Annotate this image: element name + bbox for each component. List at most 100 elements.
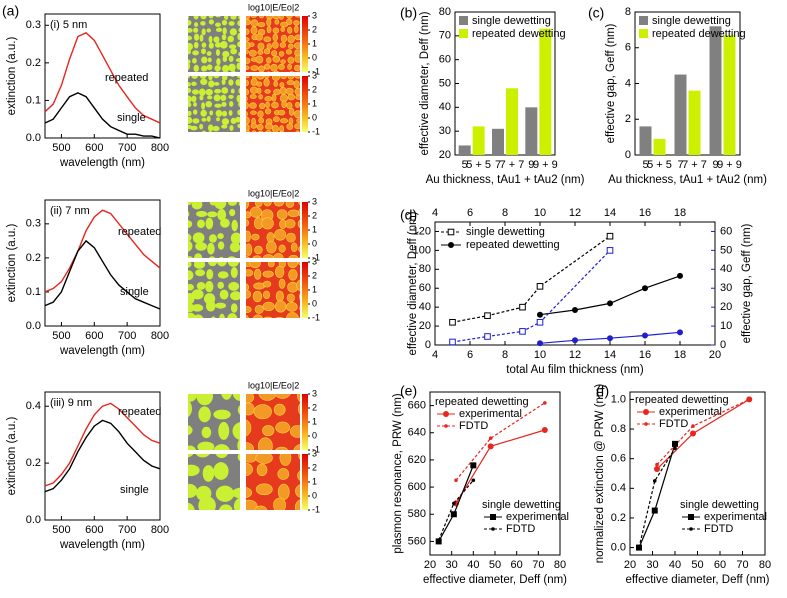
particle: [279, 87, 287, 95]
x-tick-label: 18: [674, 349, 686, 361]
particle: [272, 55, 281, 63]
particle: [246, 499, 258, 510]
x-tick-label: 800: [151, 330, 169, 342]
particle: [273, 403, 286, 416]
particle: [238, 87, 240, 94]
particle: [228, 63, 236, 72]
texture: [188, 262, 240, 318]
bar: [492, 128, 504, 155]
particle: [193, 27, 199, 33]
marker: [484, 333, 491, 340]
legend-label: experimental: [659, 406, 722, 418]
particle: [228, 101, 234, 107]
x-tick-label: 5 + 5: [466, 159, 491, 171]
y-tick-label: 600: [408, 481, 426, 493]
particle: [193, 16, 199, 20]
particle: [193, 262, 206, 269]
particle: [264, 63, 271, 70]
particle: [193, 102, 197, 107]
texture: [246, 202, 300, 258]
marker: [655, 462, 659, 467]
marker: [536, 318, 544, 326]
particle: [194, 22, 199, 28]
particle: [235, 79, 240, 86]
particle: [231, 69, 236, 72]
particle: [188, 312, 196, 318]
particle: [217, 271, 229, 279]
y2-tick-label: 30: [720, 282, 732, 294]
colorbar-tick-label: 2: [312, 210, 317, 220]
particle: [273, 70, 279, 72]
particle: [276, 521, 291, 535]
particle: [267, 262, 275, 268]
legend-label: FDTD: [459, 420, 488, 432]
particle: [288, 107, 295, 116]
particle: [191, 89, 200, 95]
x-tick-label: 50: [691, 559, 703, 571]
particle: [219, 313, 225, 318]
particle: [287, 262, 299, 268]
particle: [201, 130, 207, 132]
particle: [265, 123, 274, 130]
particle: [272, 33, 279, 42]
particle: [254, 245, 263, 255]
x-tick-label: 6: [467, 349, 473, 361]
y-tick-label: 0.2: [26, 457, 41, 469]
particle: [207, 262, 218, 267]
particle: [246, 88, 250, 96]
colorbar-tick-label: 0: [312, 430, 317, 440]
particle: [258, 130, 264, 132]
texture-bg: [246, 394, 300, 450]
particle: [286, 293, 295, 303]
x-tick-label: 50: [489, 559, 501, 571]
particle: [287, 56, 295, 64]
particle: [280, 59, 286, 64]
particle: [275, 316, 284, 318]
x-tick-label: 700: [118, 142, 136, 154]
particle: [188, 87, 192, 94]
particle: [266, 71, 271, 72]
particle: [231, 219, 238, 232]
y-tick-label: 0.4: [26, 400, 41, 412]
particle: [188, 445, 197, 450]
particle: [287, 93, 295, 101]
x-tick-label: 80: [759, 559, 771, 571]
particle: [218, 421, 230, 440]
y-tick-label: 0.3: [26, 218, 41, 230]
particle: [227, 35, 234, 43]
legend-marker: [490, 514, 496, 520]
particle: [217, 233, 224, 240]
particle: [270, 63, 278, 72]
series-line: [44, 419, 161, 493]
particle: [230, 16, 237, 20]
marker: [452, 501, 456, 506]
particle: [237, 454, 240, 462]
marker: [691, 424, 695, 428]
particle: [254, 505, 268, 510]
y-tick-label: 40: [419, 301, 431, 313]
particle: [246, 419, 252, 437]
x-tick-label: 600: [85, 330, 103, 342]
y-tick-label: 70: [439, 30, 451, 42]
particle: [215, 71, 219, 72]
particle: [188, 464, 200, 477]
particle: [271, 93, 277, 102]
particle: [275, 421, 291, 434]
particle: [274, 229, 287, 241]
x-tick-label: 7: [495, 159, 501, 171]
particle: [188, 233, 192, 242]
y-axis-label: normalized extinction @ PRW (nm): [594, 384, 606, 564]
colorbar-title: log10|E/Eo|2: [248, 380, 299, 390]
particle: [298, 454, 300, 460]
particle: [277, 483, 290, 501]
particle: [249, 94, 257, 99]
x-tick-label: 500: [52, 142, 70, 154]
y-axis-label: effective gap, Geff (nm): [605, 23, 617, 143]
particle: [230, 88, 235, 94]
particle: [256, 463, 268, 477]
particle: [193, 64, 200, 72]
marker: [537, 340, 543, 347]
y-tick-label: 60: [419, 282, 431, 294]
particle: [228, 21, 235, 26]
marker: [484, 312, 491, 319]
